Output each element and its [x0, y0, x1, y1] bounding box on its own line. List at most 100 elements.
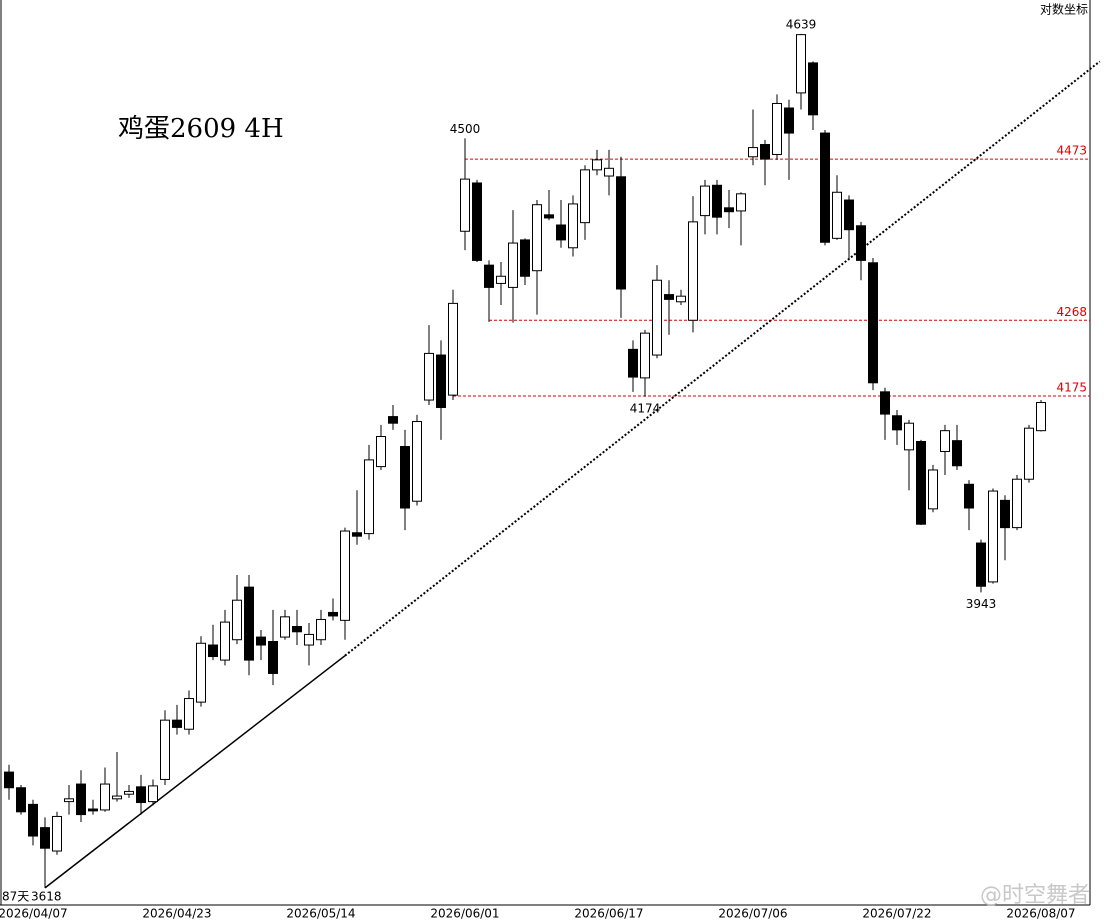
candle-body: [748, 147, 758, 158]
candle-body: [940, 430, 950, 453]
level-label: 4175: [1056, 380, 1087, 394]
candle-body: [580, 169, 590, 224]
watermark: @时空舞者: [980, 883, 1090, 908]
candle-body: [40, 827, 50, 849]
candle-body: [988, 490, 998, 583]
x-tick-label: 2026/06/17: [574, 907, 643, 921]
candle-body: [160, 719, 170, 780]
candle-body: [916, 440, 926, 525]
candle-body: [688, 221, 698, 321]
candle-body: [88, 808, 98, 812]
candle-body: [448, 302, 458, 396]
candle-body: [352, 532, 362, 537]
level-label: 4473: [1056, 144, 1087, 158]
price-label: 4639: [786, 17, 817, 31]
candle-body: [604, 167, 614, 177]
candle-body: [268, 640, 278, 674]
candle-body: [196, 642, 206, 703]
candle-body: [1012, 478, 1022, 529]
candle-body: [388, 416, 398, 424]
candle-body: [904, 422, 914, 451]
candle-body: [652, 279, 662, 356]
candle-body: [592, 159, 602, 171]
candle-body: [280, 616, 290, 638]
candle-body: [532, 204, 542, 272]
candle-body: [952, 440, 962, 467]
candle-body: [880, 391, 890, 415]
candle-body: [304, 633, 314, 646]
price-label: 4174: [630, 401, 661, 415]
candle-body: [148, 785, 158, 803]
candle-body: [232, 599, 242, 641]
candle-body: [520, 239, 530, 277]
candle-body: [760, 144, 770, 160]
candle-body: [892, 415, 902, 431]
x-tick-label: 2026/07/22: [862, 907, 931, 921]
candle-body: [208, 644, 218, 658]
candle-body: [4, 771, 14, 789]
candle-body: [556, 224, 566, 241]
candle-body: [412, 421, 422, 502]
candle-body: [616, 176, 626, 290]
candle-body: [808, 62, 818, 116]
price-label: 3618: [31, 889, 62, 903]
candle-body: [928, 469, 938, 510]
candle-body: [508, 242, 518, 288]
candle-body: [700, 185, 710, 217]
candle-body: [496, 275, 506, 284]
candle-body: [172, 719, 182, 728]
candle-body: [868, 262, 878, 384]
candle-body: [856, 225, 866, 261]
candle-body: [712, 184, 722, 218]
candle-body: [1000, 499, 1010, 529]
x-tick-label: 2026/06/01: [430, 907, 499, 921]
candle-body: [1036, 402, 1046, 432]
scale-note: 对数坐标: [1040, 2, 1088, 17]
candle-body: [292, 625, 302, 633]
candle-body: [244, 586, 254, 661]
candle-body: [376, 435, 386, 468]
candle-body: [328, 611, 338, 617]
candle-body: [724, 207, 734, 213]
candle-body: [796, 34, 806, 94]
bar-count: 87天: [2, 890, 29, 904]
candle-body: [472, 182, 482, 261]
candle-body: [256, 636, 266, 646]
candle-body: [844, 199, 854, 231]
price-label: 3943: [966, 597, 997, 611]
candle-body: [1024, 427, 1034, 480]
candle-body: [64, 798, 74, 803]
trend-line: [344, 60, 1101, 657]
candle-body: [52, 815, 62, 852]
price-label: 4500: [450, 122, 481, 136]
candle-body: [184, 698, 194, 730]
x-tick-label: 2026/08/07: [1006, 907, 1075, 921]
candle-body: [436, 354, 446, 408]
x-tick-label: 2026/07/06: [718, 907, 787, 921]
candle-body: [124, 790, 134, 795]
candle-body: [664, 294, 674, 300]
x-tick-label: 2026/05/14: [286, 907, 355, 921]
candle-body: [364, 459, 374, 535]
candle-body: [460, 178, 470, 232]
candle-body: [964, 483, 974, 509]
candle-body: [628, 348, 638, 378]
level-label: 4268: [1056, 305, 1087, 319]
x-tick-label: 2026/04/07: [0, 907, 68, 921]
trend-line: [44, 655, 346, 889]
candle-body: [568, 203, 578, 249]
candle-body: [484, 264, 494, 288]
x-tick-label: 2026/04/23: [142, 907, 211, 921]
candle-body: [736, 193, 746, 212]
candle-body: [832, 191, 842, 239]
candle-body: [976, 542, 986, 587]
candle-body: [400, 446, 410, 509]
candle-body: [100, 783, 110, 811]
candle-body: [220, 621, 230, 661]
candle-body: [784, 107, 794, 134]
candle-body: [28, 803, 38, 837]
candle-body: [316, 618, 326, 641]
candle-body: [112, 795, 122, 800]
candle-body: [76, 783, 86, 816]
